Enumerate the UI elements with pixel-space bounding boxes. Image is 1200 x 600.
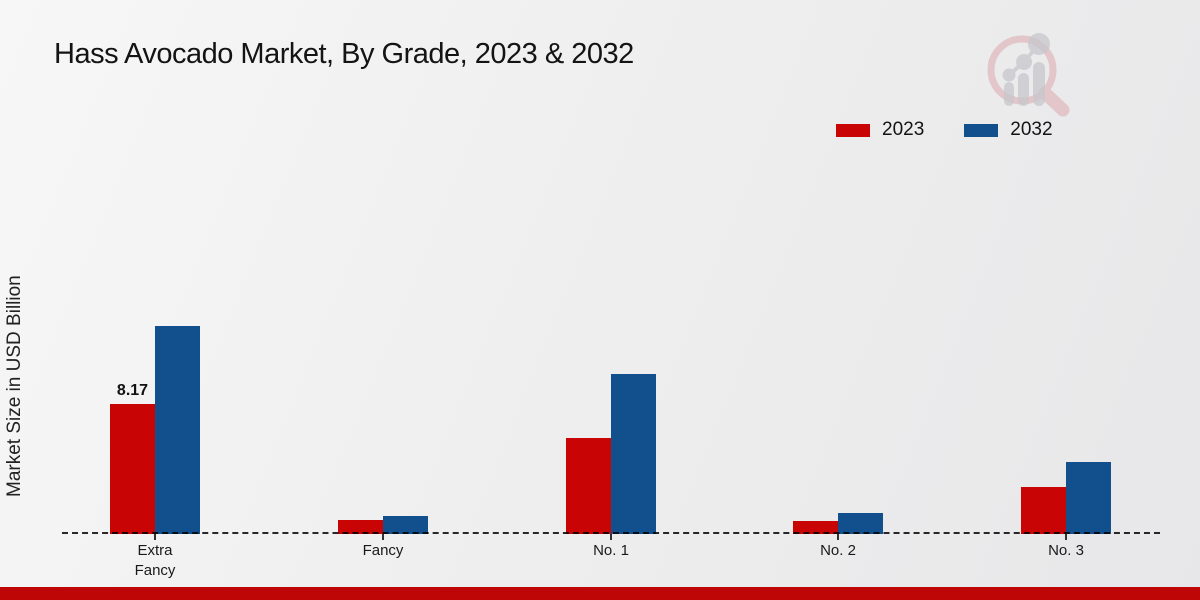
legend-swatch-2023 — [836, 123, 870, 137]
legend-item-2032: 2032 — [964, 119, 1053, 141]
legend: 2023 2032 — [836, 119, 1053, 141]
x-axis-tick-extra-fancy — [154, 534, 156, 540]
legend-label-2032: 2032 — [1010, 119, 1053, 140]
x-axis-label-no-2: No. 2 — [820, 542, 856, 559]
market-research-future-logo-watermark — [987, 33, 1070, 117]
footer-accent-bar — [0, 587, 1200, 600]
x-axis-label-no-1: No. 1 — [593, 542, 629, 559]
bar-2023-extra-fancy — [110, 404, 155, 534]
legend-swatch-2032 — [964, 123, 999, 137]
bar-2023-no-3 — [1021, 487, 1066, 534]
bar-2032-fancy — [383, 516, 428, 534]
bar-2032-extra-fancy — [155, 326, 200, 534]
bar-2032-no-1 — [611, 374, 656, 534]
bar-2023-fancy — [338, 520, 383, 534]
bar-2023-no-2 — [793, 521, 838, 534]
magnifier-handle-icon — [1038, 86, 1070, 117]
legend-label-2023: 2023 — [882, 119, 925, 140]
bar-2023-no-1 — [566, 438, 611, 534]
x-axis-label-no-3: No. 3 — [1048, 542, 1084, 559]
legend-item-2023: 2023 — [836, 119, 924, 141]
bar-growth-icon — [1002, 33, 1050, 106]
x-axis-label-extra-fancy: Extra Fancy — [134, 542, 176, 580]
bar-2032-no-2 — [838, 513, 883, 534]
zero-baseline — [62, 532, 1160, 534]
x-axis-tick-fancy — [382, 534, 384, 540]
x-axis-tick-no-2 — [837, 534, 839, 540]
x-axis-tick-no-1 — [610, 534, 612, 540]
value-label-2023-extra-fancy: 8.17 — [116, 382, 149, 399]
bar-2032-no-3 — [1066, 462, 1111, 534]
x-axis-tick-no-3 — [1065, 534, 1067, 540]
x-axis-label-fancy: Fancy — [362, 542, 404, 559]
chart-title: Hass Avocado Market, By Grade, 2023 & 20… — [54, 38, 634, 70]
